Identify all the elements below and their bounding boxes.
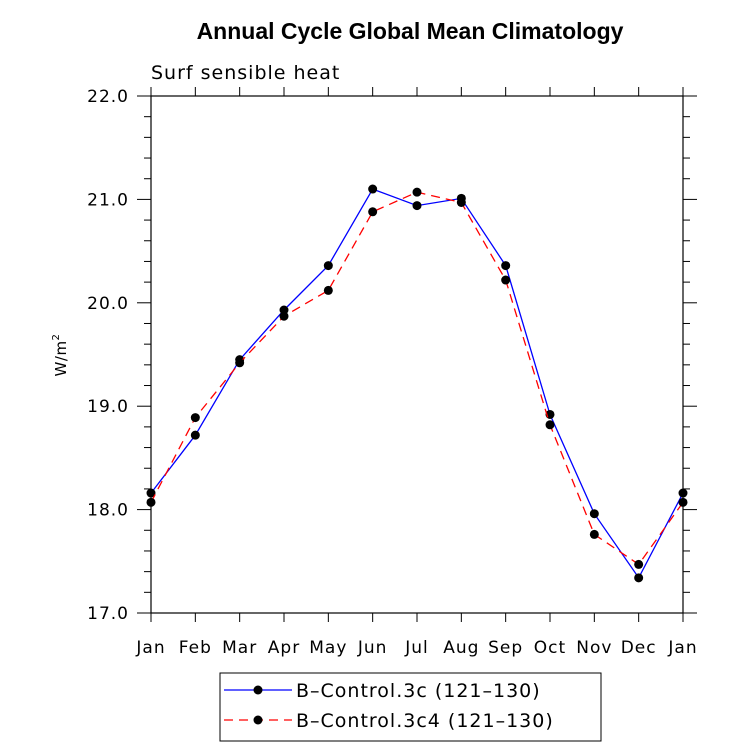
x-tick-label: Sep [488, 638, 523, 658]
series-line [150, 191, 684, 566]
data-point [190, 430, 200, 440]
y-tick-label: 21.0 [87, 190, 129, 210]
legend: B–Control.3c (121–130) B–Control.3c4 (12… [219, 672, 602, 742]
y-tick-label: 19.0 [87, 397, 129, 417]
data-point [235, 358, 245, 368]
data-point [368, 184, 378, 194]
x-tick-label: Aug [443, 638, 479, 658]
plot-frame [150, 95, 684, 614]
data-point [456, 198, 466, 208]
y-axis-label-text: W/m [52, 340, 70, 376]
data-point [190, 413, 200, 423]
legend-marker-control-3c4 [253, 715, 263, 725]
legend-box [219, 672, 602, 742]
series-2 [146, 187, 688, 569]
data-point [589, 509, 599, 519]
x-tick-label: Nov [576, 638, 612, 658]
y-tick-labels: 22.0 21.0 20.0 19.0 18.0 17.0 [87, 87, 129, 624]
x-tick-labels: Jan Feb Mar Apr May Jun Jul Aug Sep Oct Nov Dec Jan [135, 638, 697, 658]
data-point [501, 261, 511, 271]
data-point [678, 497, 688, 507]
y-axis-label-superscript: 2 [51, 334, 62, 341]
y-axis-label: W/m2 [51, 334, 70, 377]
data-point [412, 187, 422, 197]
data-point [545, 420, 555, 430]
data-point [634, 573, 644, 583]
data-point [323, 261, 333, 271]
data-point [323, 285, 333, 295]
data-point [279, 305, 289, 315]
data-point [501, 275, 511, 285]
data-point [678, 488, 688, 498]
data-point [146, 497, 156, 507]
x-tick-label: Jan [667, 638, 697, 658]
x-tick-label: Mar [222, 638, 257, 658]
data-point [368, 207, 378, 217]
data-point [279, 311, 289, 321]
x-tick-label: May [309, 638, 347, 658]
y-tick-label: 18.0 [87, 501, 129, 521]
x-tick-label: Jan [135, 638, 165, 658]
y-tick-label: 22.0 [87, 87, 129, 107]
x-tick-label: Oct [534, 638, 566, 658]
chart-subtitle: Surf sensible heat [151, 62, 340, 84]
data-point [412, 201, 422, 211]
y-tick-label: 20.0 [87, 294, 129, 314]
series-1 [146, 184, 688, 583]
y-tick-label: 17.0 [87, 604, 129, 624]
axis-ticks [137, 87, 697, 622]
x-tick-label: Dec [621, 638, 657, 658]
legend-marker-control-3c [253, 685, 263, 695]
chart-title: Annual Cycle Global Mean Climatology [197, 18, 624, 44]
x-tick-label: Apr [268, 638, 300, 658]
legend-label-control-3c: B–Control.3c (121–130) [296, 680, 541, 702]
x-tick-label: Jul [404, 638, 429, 658]
series-line [150, 188, 684, 580]
x-tick-label: Feb [179, 638, 212, 658]
legend-label-control-3c4: B–Control.3c4 (121–130) [296, 710, 554, 732]
data-point [589, 529, 599, 539]
data-point [146, 488, 156, 498]
series-layer [146, 184, 688, 583]
x-tick-label: Jun [357, 638, 388, 658]
data-point [634, 559, 644, 569]
